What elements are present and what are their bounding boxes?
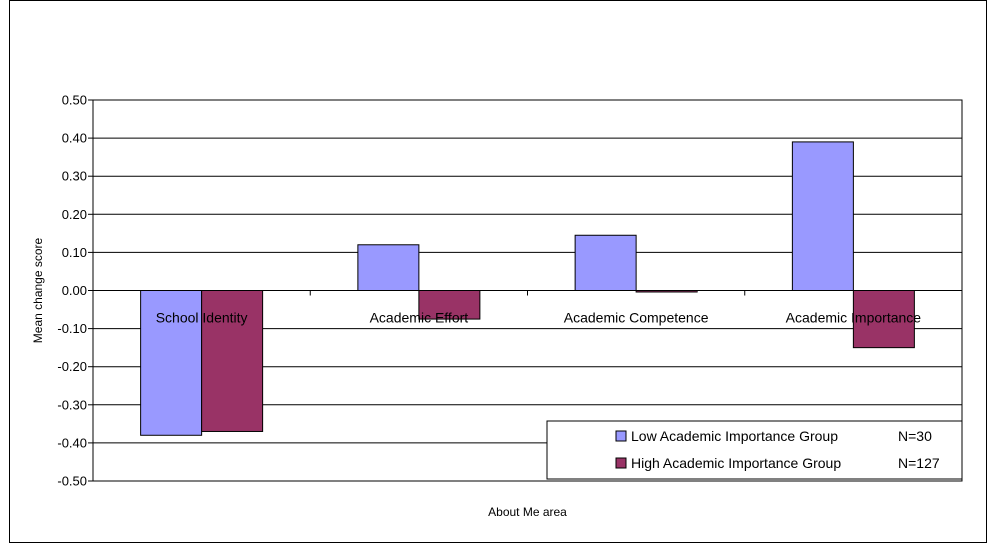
y-tick-label: -0.50 [57,474,87,489]
bar-low [140,290,203,436]
y-tick-label: -0.30 [57,397,87,412]
legend-n-low: N=30 [898,428,932,444]
bar-high [201,290,264,432]
legend-label-low: Low Academic Importance Group [631,428,838,444]
legend: Low Academic Importance Group N=30 High … [546,420,963,480]
plot-area-border [92,99,963,482]
y-tick-labels: 0.50 0.40 0.30 0.20 0.10 0.00 -0.10 -0.20 -0.30 -… [57,93,87,489]
bar-low [574,234,637,292]
y-tick-label: -0.20 [57,359,87,374]
y-tick-label: 0.40 [62,131,87,146]
category-label: School Identity [156,310,248,326]
x-axis-title: About Me area [488,505,567,519]
category-label: Academic Importance [786,310,922,326]
y-tick-label: 0.10 [62,245,87,260]
bars [140,141,915,436]
y-axis-title: Mean change score [31,237,45,343]
y-tick-label: 0.00 [62,283,87,298]
y-tick-label: 0.50 [62,93,87,108]
category-labels: School Identity Academic Effort Academic C… [156,310,922,326]
legend-n-high: N=127 [898,455,940,471]
bar-low [791,141,854,291]
y-tick-label: -0.40 [57,435,87,450]
legend-swatch-high [615,457,627,469]
legend-swatch-low [615,430,627,442]
bar-low [357,244,420,291]
y-tick-label: 0.20 [62,207,87,222]
y-tick-label: -0.10 [57,321,87,336]
category-label: Academic Competence [564,310,709,326]
y-tick-label: 0.30 [62,169,87,184]
legend-label-high: High Academic Importance Group [631,455,841,471]
category-label: Academic Effort [370,310,469,326]
